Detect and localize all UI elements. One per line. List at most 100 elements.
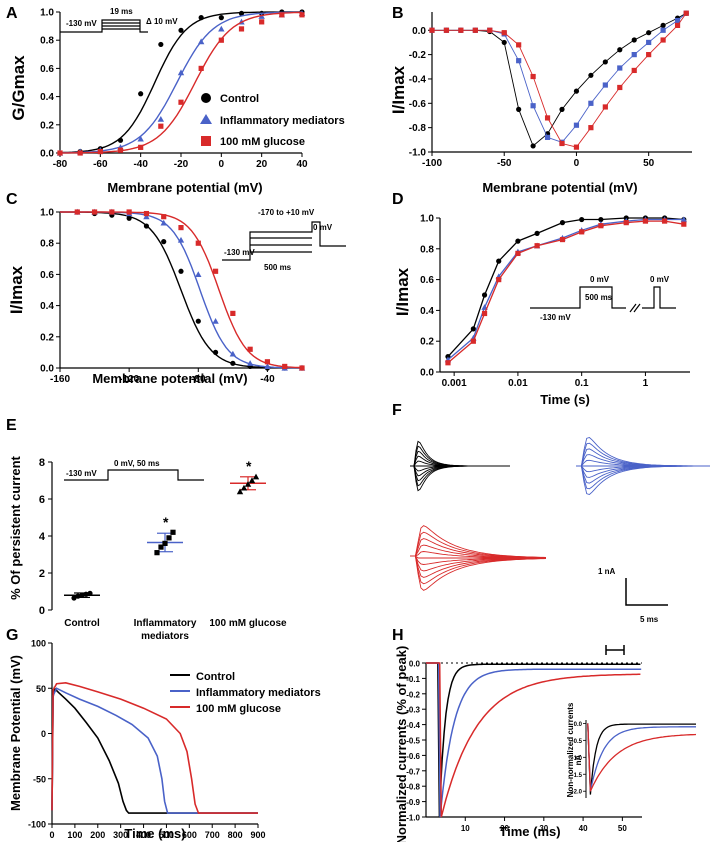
d-point bbox=[496, 277, 502, 283]
d-x-tick-label: 1 bbox=[643, 378, 649, 389]
panel-h: Normalized currents (% of peak) Time (ms… bbox=[394, 645, 625, 842]
d-y-label: I/Imax bbox=[393, 267, 412, 316]
c-point bbox=[91, 209, 98, 215]
h-x-tick-label: 40 bbox=[579, 824, 588, 833]
d-point bbox=[623, 220, 629, 226]
a-point bbox=[218, 15, 224, 21]
legend-marker-inflammatory bbox=[200, 114, 212, 124]
b-x-tick-label: -100 bbox=[422, 158, 442, 169]
a-x-tick-label: -60 bbox=[93, 159, 108, 170]
a-y-tick-label: 0.8 bbox=[40, 36, 54, 47]
f-scale-time: 5 ms bbox=[640, 615, 659, 624]
a-point bbox=[117, 147, 124, 153]
legend-marker-glucose bbox=[201, 136, 211, 146]
legend-label-glucose: 100 mM glucose bbox=[220, 136, 305, 148]
h-y-tick-label: -0.4 bbox=[406, 721, 420, 730]
a-x-tick-label: -20 bbox=[174, 159, 189, 170]
a-legend: Control Inflammatory mediators 100 mM gl… bbox=[200, 93, 345, 148]
c-fit-0 bbox=[59, 211, 303, 369]
a-fit-2 bbox=[60, 11, 303, 154]
h-y-tick-label: -0.2 bbox=[406, 690, 420, 699]
g-x-tick-label: 800 bbox=[228, 830, 243, 840]
h-inset-y-tick-label: -0.5 bbox=[572, 739, 583, 745]
e-protocol-step: 0 mV, 50 ms bbox=[114, 459, 160, 468]
d-point bbox=[445, 360, 451, 366]
e-y-tick-label: 0 bbox=[39, 605, 45, 617]
f-title: Representative current traces bbox=[530, 428, 544, 431]
d-point bbox=[662, 218, 668, 224]
c-protocol-test: 0 mV bbox=[313, 223, 333, 232]
d-point bbox=[470, 326, 476, 332]
d-point bbox=[515, 238, 521, 244]
d-x-tick-label: 0.1 bbox=[575, 378, 589, 389]
g-x-label: Time (ms) bbox=[124, 826, 185, 841]
b-point bbox=[573, 122, 580, 128]
panel-c: I/Imax Membrane potential (mV) -130 mV -… bbox=[7, 208, 346, 386]
a-point bbox=[178, 99, 184, 105]
b-point bbox=[559, 106, 565, 112]
d-point bbox=[598, 223, 604, 229]
h-inset-y-tick-label: -1.5 bbox=[572, 773, 583, 779]
d-point bbox=[481, 292, 488, 298]
g-series-1 bbox=[51, 687, 258, 814]
panel-label-e: E bbox=[6, 417, 17, 434]
b-point bbox=[544, 134, 551, 140]
panel-label-g: G bbox=[6, 627, 18, 644]
d-point bbox=[470, 338, 476, 344]
d-x-label: Time (s) bbox=[540, 392, 590, 407]
a-fit-0 bbox=[59, 11, 302, 154]
b-x-label: Membrane potential (mV) bbox=[482, 180, 637, 195]
a-x-label: Membrane potential (mV) bbox=[107, 180, 262, 195]
a-protocol-duration: 19 ms bbox=[110, 7, 133, 16]
d-y-tick-label: 0.2 bbox=[420, 337, 434, 348]
f-trace bbox=[410, 450, 510, 467]
c-point bbox=[230, 360, 236, 366]
d-point bbox=[598, 216, 604, 223]
b-point bbox=[530, 103, 536, 109]
b-point bbox=[617, 65, 623, 71]
f-trace bbox=[410, 465, 510, 482]
b-point bbox=[660, 37, 666, 43]
g-legend-control: Control bbox=[196, 671, 235, 683]
d-point bbox=[534, 230, 540, 236]
e-y-tick-label: 8 bbox=[39, 457, 45, 469]
c-point bbox=[212, 318, 219, 324]
d-point bbox=[559, 220, 566, 226]
h-series-1 bbox=[426, 662, 642, 818]
g-x-tick-label: 900 bbox=[250, 830, 265, 840]
b-point bbox=[674, 17, 681, 24]
g-x-tick-label: 200 bbox=[90, 830, 105, 840]
h-scale-marker bbox=[605, 645, 625, 655]
b-point bbox=[674, 22, 681, 28]
a-point bbox=[138, 91, 144, 97]
d-point bbox=[559, 236, 566, 243]
h-y-tick-label: -0.7 bbox=[406, 767, 420, 776]
b-point bbox=[646, 52, 652, 58]
h-y-tick-label: -0.5 bbox=[406, 737, 420, 746]
g-y-label: Membrane Potential (mV) bbox=[8, 655, 23, 811]
b-point bbox=[530, 143, 536, 149]
c-point bbox=[143, 210, 150, 217]
e-point bbox=[248, 477, 256, 484]
c-y-tick-label: 0.0 bbox=[40, 364, 54, 375]
d-point bbox=[642, 218, 649, 224]
b-point bbox=[516, 42, 522, 48]
a-y-tick-label: 0.4 bbox=[40, 92, 54, 103]
c-y-tick-label: 0.6 bbox=[40, 270, 54, 281]
h-inset-y-tick-label: -1.0 bbox=[572, 756, 583, 762]
e-category-label: mediators bbox=[141, 631, 189, 642]
c-point bbox=[299, 365, 305, 371]
f-trace bbox=[410, 440, 510, 467]
c-x-tick-label: -120 bbox=[119, 374, 139, 385]
f-scale-current: 1 nA bbox=[598, 567, 616, 576]
h-x-tick-label: 20 bbox=[500, 824, 509, 833]
a-point bbox=[197, 38, 205, 45]
a-point bbox=[238, 10, 245, 17]
b-point bbox=[530, 73, 536, 80]
panel-label-d: D bbox=[392, 191, 404, 208]
a-x-tick-label: 0 bbox=[219, 159, 225, 170]
e-point bbox=[170, 529, 176, 535]
g-y-tick-label: 100 bbox=[31, 639, 46, 649]
g-series-0 bbox=[51, 686, 258, 814]
h-inset-y-tick-label: -2.0 bbox=[572, 790, 583, 796]
